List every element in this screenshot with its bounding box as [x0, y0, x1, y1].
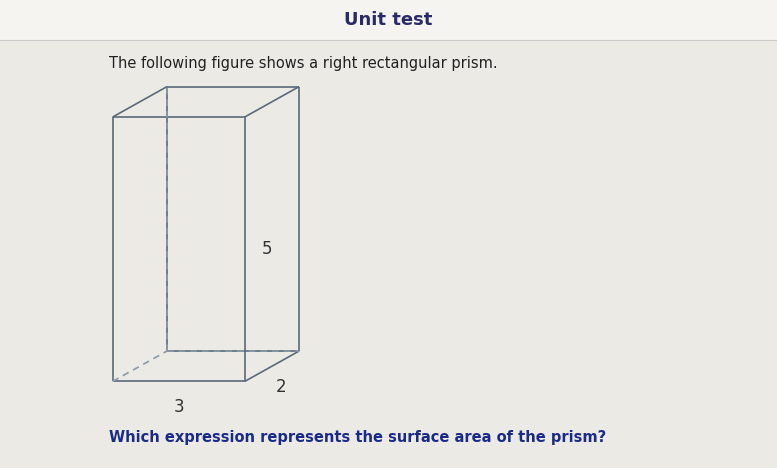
- Text: Unit test: Unit test: [344, 11, 433, 29]
- Text: 5: 5: [262, 240, 273, 258]
- Text: 3: 3: [173, 398, 184, 416]
- Bar: [0, 0, 777, 40]
- Text: The following figure shows a right rectangular prism.: The following figure shows a right recta…: [109, 56, 497, 71]
- Text: Which expression represents the surface area of the prism?: Which expression represents the surface …: [109, 430, 606, 445]
- Text: 2: 2: [276, 378, 287, 396]
